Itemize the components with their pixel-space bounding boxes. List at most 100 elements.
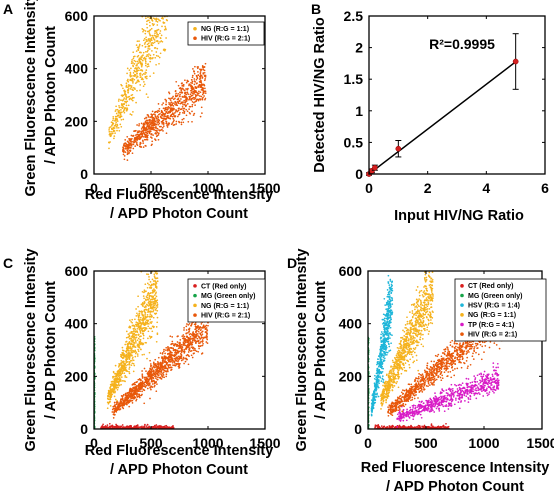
data-point: [193, 83, 196, 86]
data-point: [162, 107, 165, 110]
legend-marker: [193, 284, 197, 288]
data-point: [122, 87, 124, 90]
data-point: [125, 84, 128, 87]
data-point: [142, 30, 144, 33]
data-point: [183, 95, 186, 97]
data-point: [130, 338, 133, 340]
data-point: [154, 111, 156, 114]
x-tick-label: 1500: [249, 435, 280, 451]
data-point: [141, 390, 143, 393]
data-point: [115, 105, 117, 108]
data-point: [202, 96, 204, 99]
data-point: [195, 329, 198, 332]
data-point: [154, 364, 157, 367]
data-point: [146, 10, 148, 12]
data-point: [125, 97, 128, 99]
data-point: [156, 40, 159, 43]
data-point: [131, 318, 134, 321]
data-point: [117, 114, 120, 117]
y-tick-label: 2.5: [344, 8, 364, 24]
data-point: [123, 355, 126, 358]
data-point: [185, 329, 188, 331]
data-point: [137, 315, 140, 318]
data-point: [130, 67, 132, 70]
data-point: [181, 348, 184, 351]
data-point: [154, 283, 156, 285]
data-point: [137, 49, 140, 52]
data-point: [137, 305, 139, 308]
data-point: [197, 328, 200, 331]
data-point: [132, 62, 134, 64]
data-point: [120, 366, 123, 369]
data-point: [108, 129, 110, 131]
data-point: [416, 425, 418, 428]
data-point: [111, 426, 114, 429]
data-point: [140, 69, 143, 71]
data-point: [142, 39, 145, 42]
data-point: [157, 18, 159, 20]
data-point: [155, 370, 158, 373]
data-point: [148, 327, 151, 330]
data-point: [144, 50, 147, 53]
data-point: [150, 335, 153, 338]
data-point: [130, 354, 133, 357]
data-point: [161, 367, 163, 369]
data-point: [126, 370, 129, 373]
data-point: [182, 121, 185, 124]
data-point: [193, 98, 195, 101]
data-point: [134, 338, 137, 341]
data-point: [182, 88, 184, 91]
data-point: [144, 423, 146, 426]
data-point: [154, 280, 157, 283]
data-point: [137, 295, 139, 298]
data-point: [179, 339, 182, 341]
data-point: [192, 334, 195, 336]
data-point: [169, 99, 172, 101]
data-point: [108, 395, 111, 398]
data-point: [113, 388, 116, 390]
data-point: [155, 235, 157, 237]
data-point: [106, 426, 109, 428]
data-point: [165, 99, 168, 102]
data-point: [112, 405, 115, 408]
data-point: [113, 410, 116, 413]
data-point: [147, 114, 150, 117]
data-point: [142, 330, 144, 332]
data-point: [154, 292, 157, 295]
data-point: [131, 321, 134, 324]
data-point: [113, 401, 116, 404]
data-point: [157, 426, 159, 429]
x-tick-label: 2: [424, 180, 432, 196]
data-point: [140, 51, 142, 54]
data-point: [125, 401, 128, 404]
data-point: [398, 424, 401, 427]
data-point: [117, 369, 120, 372]
data-point: [148, 351, 151, 354]
data-point: [172, 347, 175, 350]
data-point: [119, 115, 122, 118]
data-point: [195, 86, 198, 89]
data-point: [174, 358, 177, 361]
data-point: [156, 370, 159, 372]
data-point: [139, 61, 142, 63]
x-tick-label: 0: [90, 180, 98, 196]
data-point: [148, 14, 150, 16]
data-point: [149, 40, 152, 42]
data-point: [198, 90, 200, 93]
data-point: [109, 126, 112, 128]
data-point: [188, 330, 190, 333]
data-point: [148, 124, 151, 127]
data-point: [140, 122, 143, 125]
data-point: [148, 265, 150, 267]
data-point: [150, 113, 153, 116]
data-point: [187, 120, 190, 123]
data-point: [129, 138, 131, 141]
data-point: [141, 319, 144, 322]
data-point: [142, 72, 145, 75]
data-point: [115, 108, 117, 111]
data-point: [203, 74, 206, 77]
data-point: [120, 365, 123, 368]
data-point: [193, 70, 195, 73]
data-point: [117, 407, 119, 409]
data-point: [152, 113, 155, 116]
